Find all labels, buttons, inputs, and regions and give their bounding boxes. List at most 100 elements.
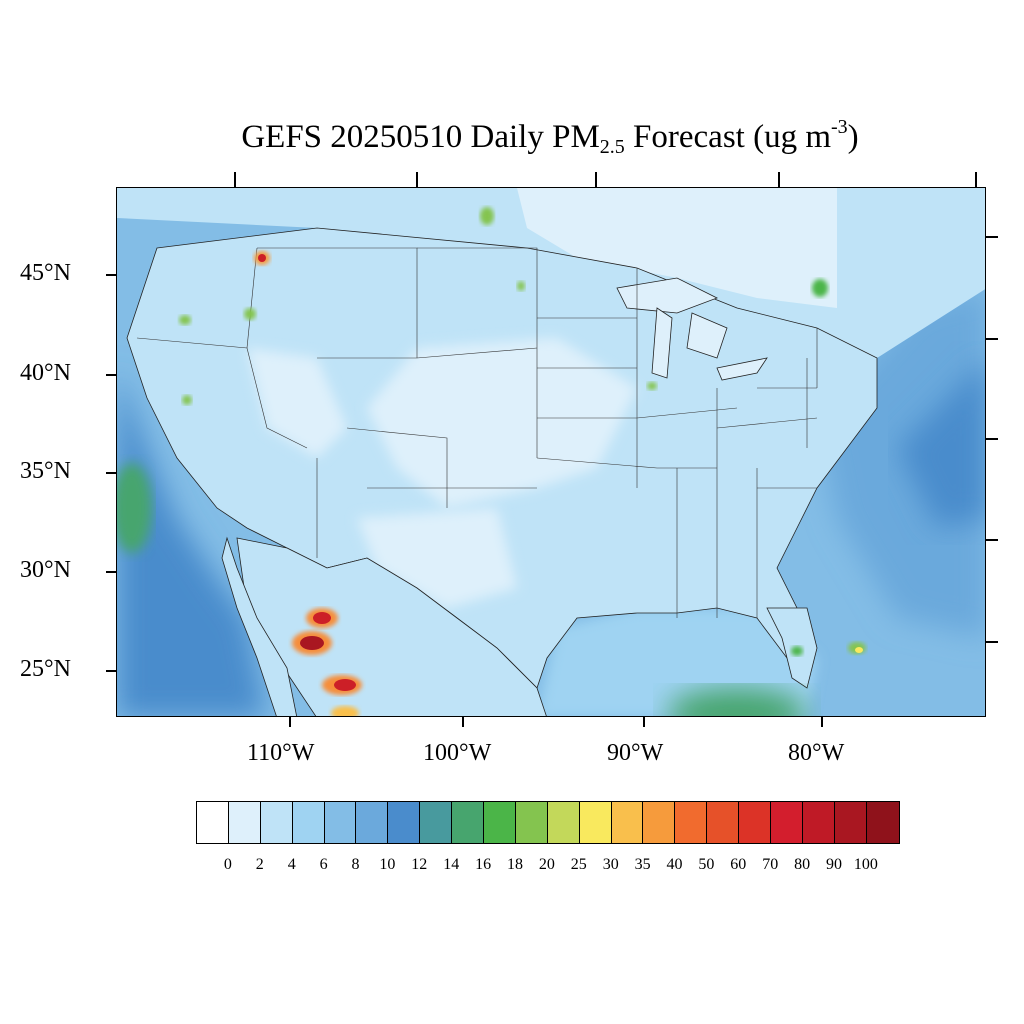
fire-hotspot xyxy=(791,646,803,656)
top-tick xyxy=(778,172,780,187)
bottom-tick xyxy=(643,717,645,727)
colorbar-box xyxy=(802,802,835,843)
colorbar-label: 6 xyxy=(319,856,328,873)
colorbar-box xyxy=(675,802,708,843)
colorbar-label: 80 xyxy=(794,856,811,873)
lat-label-30n: 30°N xyxy=(20,557,71,583)
lake-michigan xyxy=(651,307,673,379)
fire-hotspot xyxy=(812,279,828,297)
fire-hotspots xyxy=(179,207,866,716)
fire-hotspot-core xyxy=(313,612,331,624)
colorbar-label: 25 xyxy=(570,856,587,873)
colorbar-box xyxy=(452,802,485,843)
colorbar-label: 40 xyxy=(666,856,683,873)
colorbar-box xyxy=(643,802,676,843)
colorbar-box xyxy=(388,802,421,843)
colorbar-label: 16 xyxy=(475,856,492,873)
lat-tick xyxy=(106,670,116,672)
lon-label-80w: 80°W xyxy=(788,740,845,766)
lat-tick xyxy=(106,571,116,573)
colorbar-label: 18 xyxy=(507,856,523,873)
florida-land xyxy=(766,607,818,689)
colorbar-label: 90 xyxy=(826,856,842,873)
fire-hotspot xyxy=(331,706,359,716)
colorbar-label: 8 xyxy=(351,856,360,873)
colorbar-box xyxy=(866,802,899,843)
colorbar-box xyxy=(834,802,867,843)
pacific-deep xyxy=(117,368,267,716)
bottom-tick xyxy=(289,717,291,727)
colorbar-label: 4 xyxy=(287,856,296,873)
fire-hotspot xyxy=(182,395,192,405)
colorbar-box xyxy=(420,802,453,843)
colorbar-box xyxy=(707,802,740,843)
top-tick xyxy=(234,172,236,187)
pm25-map-svg xyxy=(117,188,985,716)
fire-hotspot-core xyxy=(334,679,356,691)
clean-interior-plains xyxy=(367,338,637,508)
colorbar-label: 10 xyxy=(379,856,396,873)
colorbar-box xyxy=(771,802,803,843)
colorbar-box xyxy=(324,802,357,843)
lat-label-25n: 25°N xyxy=(20,656,71,682)
colorbar-box xyxy=(356,802,389,843)
right-tick xyxy=(986,438,998,440)
colorbar-label: 35 xyxy=(634,856,651,873)
colorbar-box xyxy=(611,802,644,843)
lake-huron xyxy=(686,312,728,359)
title-pm-subscript: 2.5 xyxy=(599,136,625,158)
colorbar xyxy=(196,801,900,844)
colorbar-label: 12 xyxy=(411,856,428,873)
colorbar-box xyxy=(484,802,516,843)
colorbar-label: 60 xyxy=(730,856,747,873)
colorbar-label: 30 xyxy=(602,856,619,873)
lat-label-45n: 45°N xyxy=(20,260,71,286)
colorbar-box xyxy=(292,802,325,843)
title-suffix: ) xyxy=(847,119,859,155)
bottom-tick xyxy=(462,717,464,727)
title-forecast: Forecast (ug m xyxy=(624,119,831,155)
fire-hotspot-core xyxy=(300,636,324,650)
clean-southwest xyxy=(357,508,517,608)
fire-hotspot xyxy=(179,315,191,325)
atlantic-deep xyxy=(897,360,985,528)
fire-hotspot xyxy=(517,281,525,291)
bottom-tick xyxy=(821,717,823,727)
colorbar-label: 70 xyxy=(762,856,779,873)
fire-hotspot xyxy=(480,207,494,225)
fire-hotspot-core xyxy=(855,647,863,653)
page-title: GEFS 20250510 Daily PM2.5 Forecast (ug m… xyxy=(0,116,1024,159)
lon-label-100w: 100°W xyxy=(423,740,492,766)
lat-tick xyxy=(106,374,116,376)
lat-label-40n: 40°N xyxy=(20,360,71,386)
canada-clean-region xyxy=(517,188,837,308)
lon-label-90w: 90°W xyxy=(607,740,664,766)
colorbar-box xyxy=(228,802,261,843)
title-unit-superscript: -3 xyxy=(831,116,848,138)
right-tick xyxy=(986,236,998,238)
right-tick xyxy=(986,641,998,643)
title-prefix: GEFS 20250510 Daily PM xyxy=(241,119,600,155)
colorbar-label: 50 xyxy=(698,856,715,873)
lon-label-110w: 110°W xyxy=(247,740,315,766)
colorbar-label: 2 xyxy=(255,856,264,873)
gulf-pm-plume xyxy=(667,688,807,716)
right-tick xyxy=(986,338,998,340)
top-tick xyxy=(595,172,597,187)
lake-erie xyxy=(716,357,768,381)
fire-hotspot xyxy=(244,308,256,320)
top-tick xyxy=(975,172,977,187)
colorbar-label: 20 xyxy=(538,856,555,873)
colorbar-box xyxy=(515,802,548,843)
lat-tick xyxy=(106,274,116,276)
colorbar-label: 0 xyxy=(223,856,232,873)
colorbar-label: 100 xyxy=(853,856,878,873)
lake-superior xyxy=(616,277,718,314)
colorbar-box xyxy=(579,802,612,843)
top-tick xyxy=(416,172,418,187)
pacific-pm-plume xyxy=(117,463,152,553)
lat-tick xyxy=(106,472,116,474)
colorbar-label: 14 xyxy=(443,856,460,873)
colorbar-box xyxy=(547,802,580,843)
baja-land xyxy=(221,536,298,716)
